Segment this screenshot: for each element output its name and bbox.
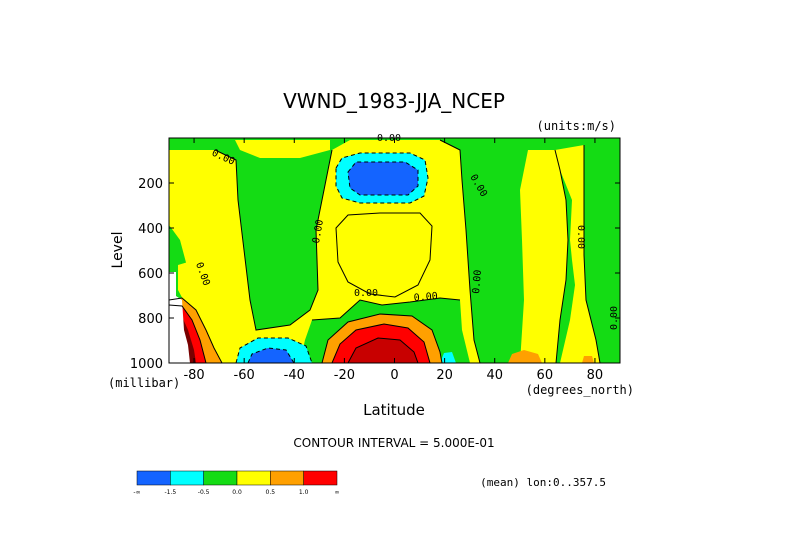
color-legend: -∞ -1.5 -0.5 0.0 0.5 1.0 ∞ <box>133 470 340 496</box>
fill-yellow-mid <box>336 213 432 297</box>
y-tick-label: 400 <box>138 222 163 237</box>
y-tick-label: 600 <box>138 267 163 282</box>
legend-label: 0.5 <box>266 489 276 496</box>
contour-lines <box>169 139 601 363</box>
plot-area: 0.000.000.000.00 0.000.000.00 0.000.000.00 <box>168 133 621 364</box>
fill-orange-right2 <box>582 356 594 363</box>
chart-title: VWND_1983-JJA_NCEP <box>283 89 505 113</box>
fill-green-left <box>169 138 620 363</box>
units-label: (units:m/s) <box>537 119 616 133</box>
legend-swatch <box>236 470 271 486</box>
topography-mask <box>169 272 190 363</box>
x-ticks: -80 -60 -40 -20 0 20 40 60 80 <box>183 138 603 383</box>
legend-label: 1.0 <box>299 489 309 496</box>
contour-label: 0.00 <box>609 306 620 330</box>
x-units-label: (degrees_north) <box>526 383 634 397</box>
legend-swatch <box>270 470 304 486</box>
contour-label: 0.00 <box>413 291 438 304</box>
legend-swatch <box>303 470 338 486</box>
fill-cyan-small <box>440 352 456 363</box>
legend-swatch <box>203 470 238 486</box>
x-tick-label: -20 <box>334 368 355 383</box>
fill-yellow-top <box>235 140 330 158</box>
y-tick-label: 800 <box>138 312 163 327</box>
x-tick-label: -60 <box>234 368 255 383</box>
x-tick-label: 40 <box>486 368 503 383</box>
fill-yellow-left <box>178 262 238 363</box>
x-tick-label: 60 <box>537 368 554 383</box>
x-tick-label: 0 <box>390 368 398 383</box>
contour-interval-text: CONTOUR INTERVAL = 5.000E-01 <box>293 436 494 450</box>
contour-label: 0.00 <box>471 269 484 294</box>
y-tick-label: 200 <box>138 177 163 192</box>
y-units-label: (millibar) <box>108 376 180 390</box>
x-tick-label: 80 <box>587 368 604 383</box>
x-tick-label: -40 <box>284 368 305 383</box>
x-axis-label: Latitude <box>363 401 425 419</box>
legend-label: -∞ <box>133 489 140 496</box>
legend-swatch <box>136 470 171 486</box>
contour-label: 0.00 <box>311 219 326 245</box>
legend-label: -1.5 <box>164 489 176 496</box>
legend-label: ∞ <box>335 489 340 496</box>
mean-lon-text: (mean) lon:0..357.5 <box>480 476 606 489</box>
legend-swatch <box>170 470 204 486</box>
contour-label: 0.00 <box>575 225 586 249</box>
legend-label: 0.0 <box>232 489 242 496</box>
contour-label: 0.00 <box>354 288 378 299</box>
fill-orange-right <box>508 350 542 363</box>
x-tick-label: -80 <box>183 368 204 383</box>
fill-yellow-right <box>520 150 568 363</box>
legend-label: -0.5 <box>198 489 210 496</box>
y-axis-label: Level <box>110 232 126 269</box>
y-ticks: 200 400 600 800 1000 <box>130 177 620 372</box>
fill-blue-top <box>348 162 418 195</box>
x-tick-label: 20 <box>436 368 453 383</box>
y-tick-label: 1000 <box>130 357 163 372</box>
fill-darkred-mid <box>348 338 418 363</box>
fill-blue-bottom <box>248 348 294 363</box>
